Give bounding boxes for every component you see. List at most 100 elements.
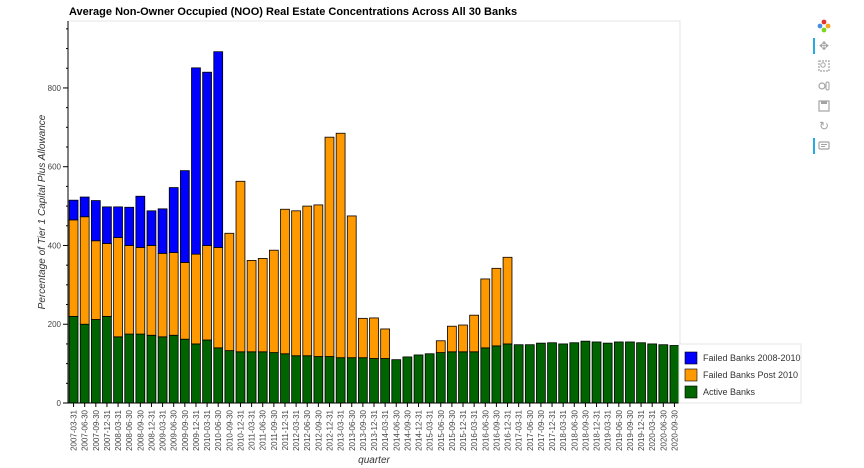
x-tick-label: 2009-12-31 — [192, 409, 201, 450]
hover-icon[interactable] — [813, 136, 835, 156]
x-tick-label: 2018-09-30 — [581, 409, 590, 450]
x-tick-label: 2009-06-30 — [170, 409, 179, 450]
y-tick-label: 0 — [57, 399, 62, 408]
bar-active-banks — [79, 323, 90, 404]
y-tick-label: 800 — [48, 84, 62, 93]
x-tick-label: 2012-12-31 — [325, 409, 334, 450]
bar-active-banks — [380, 358, 390, 404]
bar-failed-banks-post-2010 — [335, 132, 346, 359]
x-tick-label: 2014-06-30 — [392, 409, 401, 450]
x-tick-label: 2017-06-30 — [526, 409, 535, 450]
x-tick-label: 2012-06-30 — [303, 409, 312, 450]
x-tick-label: 2020-09-30 — [670, 409, 679, 450]
bar-active-banks — [358, 357, 368, 404]
bar-active-banks — [202, 339, 212, 404]
bar-active-banks — [335, 357, 346, 404]
bars — [68, 51, 680, 404]
bar-active-banks — [447, 351, 457, 404]
x-tick-label: 2011-06-30 — [259, 409, 268, 450]
wheel-zoom-icon[interactable] — [813, 76, 835, 96]
bar-active-banks — [246, 351, 257, 404]
bar-active-banks — [124, 333, 135, 404]
bar-active-banks — [302, 355, 313, 404]
bar-failed-banks-post-2010 — [191, 253, 201, 345]
x-tick-label: 2018-06-30 — [570, 409, 579, 450]
x-tick-label: 2011-12-31 — [281, 409, 290, 450]
bar-failed-banks-2008-2010 — [202, 71, 212, 246]
save-icon[interactable] — [813, 96, 835, 116]
bar-failed-banks-post-2010 — [168, 252, 179, 336]
bar-active-banks — [90, 319, 101, 404]
bar-active-banks — [458, 351, 468, 404]
x-tick-label: 2010-09-30 — [225, 409, 234, 450]
x-tick-label: 2007-12-31 — [103, 409, 112, 450]
bar-active-banks — [257, 351, 268, 404]
bar-failed-banks-post-2010 — [313, 204, 324, 357]
x-tick-label: 2017-09-30 — [537, 409, 546, 450]
bar-active-banks — [547, 342, 557, 404]
bar-failed-banks-post-2010 — [268, 249, 279, 353]
bar-active-banks — [480, 347, 491, 404]
x-tick-label: 2008-09-30 — [136, 409, 145, 450]
bar-failed-banks-2008-2010 — [146, 210, 157, 246]
legend-label: Active Banks — [703, 387, 756, 397]
bar-active-banks — [613, 341, 624, 404]
legend: Failed Banks 2008-2010 Failed Banks Post … — [678, 343, 802, 404]
x-tick-label: 2018-03-31 — [559, 409, 568, 450]
bar-failed-banks-post-2010 — [358, 317, 368, 359]
bokeh-logo-icon[interactable] — [813, 16, 835, 36]
bar-active-banks — [168, 334, 179, 404]
bar-active-banks — [113, 336, 123, 404]
bar-active-banks — [146, 334, 157, 404]
bar-active-banks — [658, 344, 669, 404]
bar-failed-banks-post-2010 — [480, 278, 491, 349]
bar-active-banks — [591, 341, 602, 404]
bar-active-banks — [636, 342, 646, 404]
bar-failed-banks-post-2010 — [224, 232, 235, 352]
y-tick-label: 600 — [48, 163, 62, 172]
x-tick-label: 2011-09-30 — [270, 409, 279, 450]
bar-failed-banks-post-2010 — [135, 247, 146, 335]
bar-active-banks — [502, 343, 513, 404]
x-tick-label: 2007-03-31 — [70, 409, 79, 450]
bar-active-banks — [424, 353, 435, 404]
bar-failed-banks-2008-2010 — [191, 67, 201, 255]
box-zoom-icon[interactable] — [813, 56, 835, 76]
bar-failed-banks-post-2010 — [302, 205, 313, 357]
bar-failed-banks-post-2010 — [157, 252, 168, 338]
bar-active-banks — [402, 356, 413, 404]
bar-active-banks — [558, 343, 569, 404]
x-tick-label: 2010-06-30 — [214, 409, 223, 450]
pan-icon[interactable]: ✥ — [813, 36, 835, 56]
x-tick-label: 2013-03-31 — [337, 409, 346, 450]
bar-failed-banks-post-2010 — [369, 317, 379, 359]
toolbar: ✥ ↻ — [813, 16, 837, 156]
bar-failed-banks-post-2010 — [235, 180, 246, 353]
x-tick-label: 2012-03-31 — [292, 409, 301, 450]
bar-active-banks — [580, 340, 591, 404]
x-tick-label: 2011-03-31 — [248, 409, 257, 450]
x-tick-label: 2016-06-30 — [481, 409, 490, 450]
x-tick-label: 2009-09-30 — [181, 409, 190, 450]
bar-active-banks — [602, 342, 613, 404]
bar-failed-banks-post-2010 — [291, 210, 301, 357]
bar-failed-banks-2008-2010 — [124, 206, 135, 246]
bar-active-banks — [524, 344, 535, 404]
bar-failed-banks-post-2010 — [124, 245, 135, 335]
bar-active-banks — [313, 356, 324, 404]
x-tick-label: 2008-12-31 — [147, 409, 156, 450]
bar-failed-banks-2008-2010 — [168, 187, 179, 253]
bar-failed-banks-2008-2010 — [157, 208, 168, 254]
bar-failed-banks-post-2010 — [202, 245, 212, 341]
x-tick-label: 2015-09-30 — [448, 409, 457, 450]
x-tick-label: 2015-06-30 — [437, 409, 446, 450]
x-tick-label: 2014-12-31 — [415, 409, 424, 450]
reset-icon[interactable]: ↻ — [818, 119, 830, 133]
x-tick-label: 2018-12-31 — [593, 409, 602, 450]
x-tick-label: 2015-03-31 — [426, 409, 435, 450]
bar-failed-banks-post-2010 — [68, 219, 79, 317]
bar-failed-banks-2008-2010 — [90, 200, 101, 242]
bar-failed-banks-post-2010 — [179, 262, 190, 340]
bar-active-banks — [191, 343, 201, 404]
x-tick-label: 2016-09-30 — [492, 409, 501, 450]
